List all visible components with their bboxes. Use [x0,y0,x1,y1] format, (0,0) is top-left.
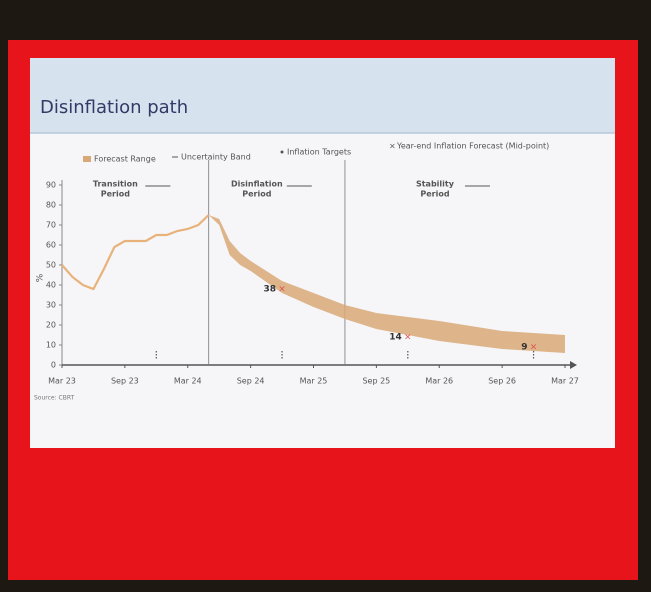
y-tick-label: 70 [46,221,56,230]
plot: 0 10 20 30 40 50 60 70 80 90 Mar 23 Sep 23 Mar 24 Sep… [46,160,579,386]
forecast-label: 14 [389,333,402,343]
x-tick-label: Sep 26 [488,377,516,386]
inflation-line [61,214,210,291]
y-tick-label: 20 [46,321,56,330]
x-tick-label: Mar 25 [300,377,328,386]
y-tick-label: 90 [46,181,56,190]
period-label: Transition [93,180,138,189]
x-tick-label: Mar 24 [174,377,202,386]
y-tick-label: 40 [46,281,56,290]
y-tick-label: 0 [51,361,56,370]
x-tick-label: Sep 23 [111,377,139,386]
legend-cross: × [389,142,396,151]
x-tick-label: Mar 23 [48,377,76,386]
forecast-marker: × [530,343,538,353]
title-band [30,58,615,133]
slide-title: Disinflation path [40,97,188,118]
legend-item: Uncertainty Band [181,153,251,162]
x-tick-label: Mar 26 [425,377,453,386]
x-tick-label: Mar 27 [551,377,579,386]
period-label: Period [101,190,130,199]
x-axis-arrow [570,361,577,369]
legend-item: Forecast Range [94,155,156,164]
legend-swatch [83,156,91,162]
x-tick-label: Sep 24 [237,377,265,386]
period-label: Period [420,190,449,199]
forecast-label: 38 [264,285,277,295]
forecast-marker: × [404,333,412,343]
legend-dot [280,150,284,154]
forecast-marker: × [278,285,286,295]
y-axis-label: % [36,273,46,282]
y-tick-label: 10 [46,341,56,350]
period-label: Period [242,190,271,199]
source: Source: CBRT [34,395,75,402]
y-tick-label: 60 [46,241,56,250]
period-label: Disinflation [231,180,283,189]
legend-item: Year-end Inflation Forecast (Mid-point) [396,142,549,151]
legend-item: Inflation Targets [287,148,351,157]
period-label: Stability [416,180,455,189]
y-tick-label: 80 [46,201,56,210]
y-tick-label: 30 [46,301,56,310]
forecast-band [208,215,566,353]
x-tick-label: Sep 25 [362,377,390,386]
forecast-label: 9 [521,343,527,353]
y-tick-label: 50 [46,261,56,270]
